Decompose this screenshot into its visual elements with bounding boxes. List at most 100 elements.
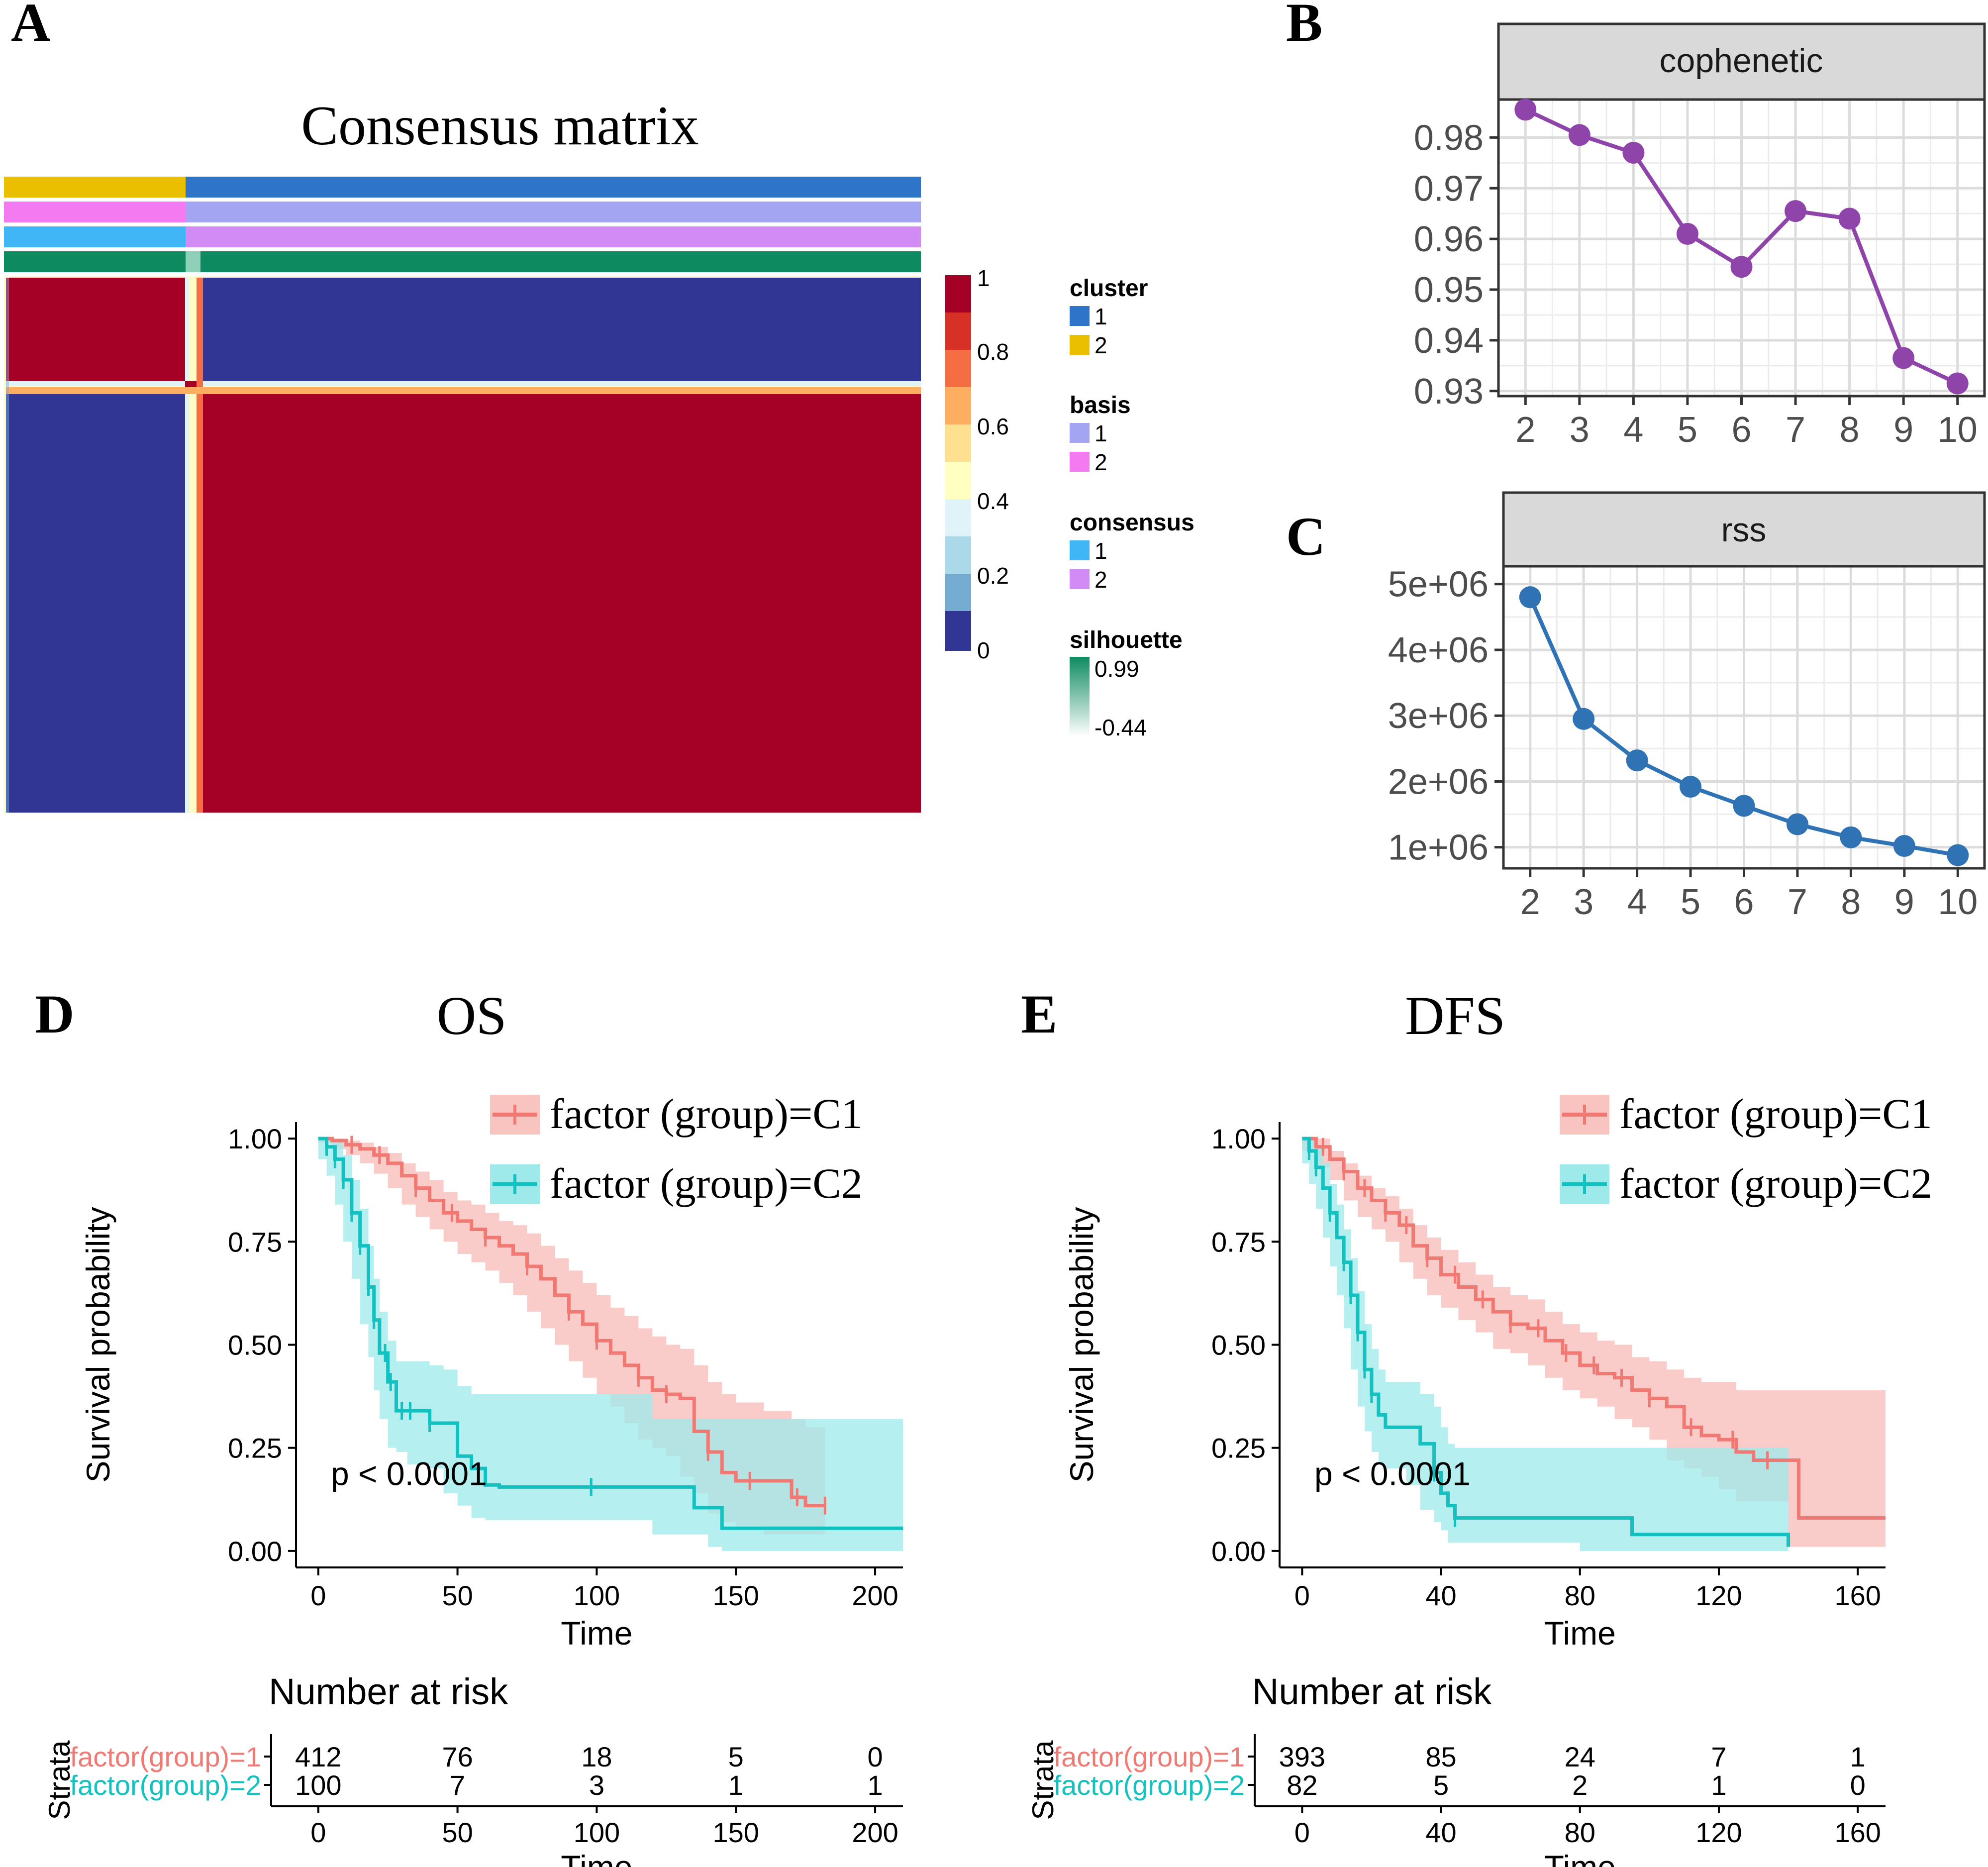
legend-consensus-2-swatch [1070,569,1090,589]
cophenetic-point [1785,200,1807,222]
cophenetic-y-tick-label: 0.97 [1414,169,1484,208]
os-risk-value: 0 [867,1741,883,1772]
rss-plot: 2 3 4 5 6 7 8 9 10 5e+06 4e+06 3e+06 2e+06 1e+06 [1388,565,1986,922]
os-c2-curve [318,1137,903,1530]
os-risk-value: 5 [728,1741,744,1772]
rss-x-tick-label: 8 [1841,882,1861,922]
os-risk-strata-label: Strata [43,1740,76,1820]
transition-row [6,381,921,386]
os-c2-ci-band [318,1139,903,1551]
dfs-risk-row-label: factor(group)=1 [1054,1741,1245,1772]
rss-point [1733,795,1755,817]
legend-cluster-1: 1 [1094,304,1107,329]
cophenetic-point [1514,99,1537,121]
panel-e: E DFS 1.000.750.500.250.000 40 80 120 160Tim… [1021,984,1932,1867]
os-x-label: Time [561,1615,632,1652]
rss-y-tick-label: 3e+06 [1388,696,1489,736]
os-y-tick-label: 0.50 [228,1330,282,1361]
os-x-tick-label: 150 [713,1580,759,1611]
scale-tick-0.4: 0.4 [977,488,1009,514]
panel-a: A Consensus matrix [4,0,1194,813]
os-risk-value: 7 [450,1769,465,1801]
dfs-c1-curve [1302,1137,1886,1520]
os-risk-value: 412 [295,1741,341,1772]
panel-b: B cophenetic 2 3 4 5 6 7 8 9 10 0.98 0.97 0.96 0.95 0… [1286,0,1986,450]
dfs-y-tick-label: 0.75 [1211,1226,1266,1257]
annotation-tracks [4,177,921,272]
os-title: OS [437,985,507,1046]
os-legend-label: factor (group)=C2 [550,1159,863,1207]
dfs-y-tick-label: 0.25 [1211,1433,1266,1464]
rss-point [1626,749,1648,772]
dfs-x-label: Time [1544,1615,1616,1652]
dfs-risk-value: 1 [1850,1741,1866,1772]
os-pvalue: p < 0.0001 [331,1455,487,1492]
dfs-risk-row-label: factor(group)=2 [1054,1769,1245,1801]
cophenetic-x-tick-label: 5 [1678,410,1697,450]
legend-basis-title: basis [1070,392,1131,418]
dfs-risk-value: 393 [1279,1741,1325,1772]
legend-cluster-title: cluster [1070,275,1148,302]
os-risk-x-tick-label: 200 [852,1817,898,1848]
cophenetic-point [1892,347,1915,369]
legend-consensus-title: consensus [1070,510,1194,536]
cophenetic-point [1622,141,1645,164]
dfs-y-tick-label: 0.50 [1211,1330,1266,1361]
os-risk-value: 100 [295,1769,341,1801]
os-risk-value: 76 [442,1741,473,1772]
legend-consensus-1: 1 [1094,538,1107,564]
cophenetic-point [1946,372,1969,395]
cophenetic-x-tick-label: 3 [1570,410,1590,450]
legend-silhouette-gradient [1070,657,1090,736]
panel-b-letter: B [1286,0,1322,53]
cophenetic-strip-label: cophenetic [1660,42,1823,80]
os-risk-value: 3 [589,1769,604,1801]
track-silhouette-b [200,251,921,272]
block-c2-c2 [6,278,185,381]
cophenetic-point [1730,256,1753,278]
rss-y-tick-label: 4e+06 [1388,630,1489,670]
cophenetic-point [1568,124,1590,146]
rss-strip [1502,491,1986,568]
os-y-tick-label: 1.00 [228,1123,282,1154]
os-y-tick-label: 0.25 [228,1433,282,1464]
panel-d: D OS 1.000.750.500.250.000 50 100 150 200Tim… [35,984,903,1867]
dfs-legend-label: factor (group)=C1 [1619,1090,1932,1138]
scale-tick-0: 0 [977,637,990,663]
block-c2-c1 [203,278,921,381]
os-risk-value: 1 [728,1769,744,1801]
legend-basis-1: 1 [1094,420,1107,446]
track-consensus-1 [4,226,186,247]
transition-row-warm [6,387,921,394]
dfs-title: DFS [1405,985,1505,1046]
cophenetic-x-tick-label: 4 [1623,410,1643,450]
cophenetic-point [1838,207,1861,230]
dfs-risk-value: 82 [1287,1769,1317,1801]
dfs-risk-value: 85 [1425,1741,1456,1772]
legend-silhouette-max: 0.99 [1094,656,1139,682]
track-consensus-2 [186,226,921,247]
dfs-km-plot: 1.000.750.500.250.000 40 80 120 160TimeSurvi… [1026,1090,1932,1867]
dfs-risk-x-tick-label: 40 [1425,1817,1456,1848]
dfs-risk-value: 5 [1433,1769,1449,1801]
cophenetic-y-tick-label: 0.94 [1414,321,1484,361]
panel-e-letter: E [1021,984,1057,1044]
dfs-y-label: Survival probability [1063,1207,1100,1483]
rss-point [1786,813,1808,835]
legend-basis-1-swatch [1070,423,1090,443]
rss-x-tick-label: 5 [1681,882,1700,922]
panel-a-letter: A [11,0,50,53]
block-c1-c2 [6,394,185,813]
cophenetic-x-tick-label: 8 [1840,410,1860,450]
transition-column-warm [197,278,203,813]
dfs-risk-value: 1 [1711,1769,1726,1801]
cophenetic-y-tick-label: 0.95 [1414,270,1484,310]
legend-consensus-2: 2 [1094,567,1107,593]
dfs-x-tick-label: 40 [1425,1580,1456,1611]
os-x-tick-label: 200 [852,1580,898,1611]
rss-x-tick-label: 9 [1894,882,1914,922]
dfs-y-tick-label: 1.00 [1211,1123,1266,1154]
cophenetic-x-tick-label: 9 [1893,410,1913,450]
dfs-x-tick-label: 0 [1294,1580,1310,1611]
